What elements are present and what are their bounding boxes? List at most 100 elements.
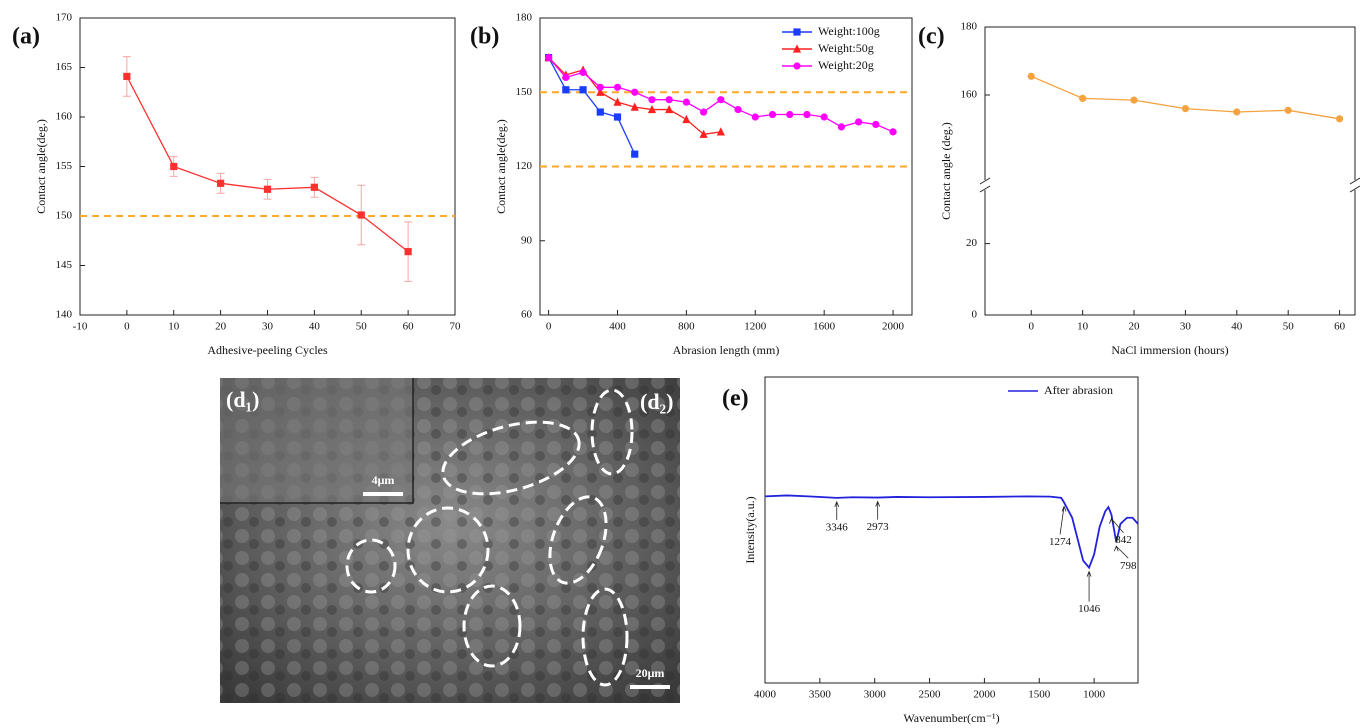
y-tick-label: 180 xyxy=(516,12,533,24)
panel-label: (b) xyxy=(470,24,499,50)
y-tick-label: 155 xyxy=(56,160,73,172)
x-tick-label: 30 xyxy=(1180,321,1192,333)
annotation-arrow xyxy=(834,500,840,520)
marker xyxy=(613,113,622,121)
series-line xyxy=(1030,75,1340,120)
legend-label: After abrasion xyxy=(1044,383,1113,397)
annotation-label: 3346 xyxy=(826,521,849,533)
x-tick-label: 10 xyxy=(1077,321,1089,333)
x-tick-label: 400 xyxy=(609,321,626,333)
y-axis-label: Intensity(a.u.) xyxy=(743,496,757,563)
marker xyxy=(562,86,570,94)
ellipse xyxy=(548,495,608,585)
x-axis-label: Abrasion length (mm) xyxy=(673,343,780,357)
sem-image: (d₁) (d₂) 4μm 20μm xyxy=(220,378,680,703)
highlight-ellipses xyxy=(345,388,634,687)
y-axis-label: Contact angle(deg.) xyxy=(34,119,48,214)
x-axis-label: NaCl immersion (hours) xyxy=(1111,343,1228,357)
ellipse xyxy=(590,388,634,476)
annotation-arrow xyxy=(1059,505,1067,535)
marker xyxy=(562,73,570,81)
x-tick-label: 1600 xyxy=(813,321,836,333)
marker xyxy=(579,68,587,77)
marker xyxy=(263,185,272,193)
annotation-arrow xyxy=(1113,545,1129,559)
marker xyxy=(1335,115,1344,123)
plot-frame xyxy=(984,26,1356,316)
y-tick-label: 160 xyxy=(56,111,73,123)
marker xyxy=(793,62,801,70)
x-tick-label: 40 xyxy=(1231,321,1243,333)
marker xyxy=(820,113,828,121)
annotation-label: 798 xyxy=(1120,560,1137,572)
main-label: (d₂) xyxy=(640,389,673,414)
y-tick-label: 0 xyxy=(972,309,978,321)
y-tick-label: 150 xyxy=(56,210,73,222)
axis-break-mark xyxy=(979,177,991,185)
x-tick-label: 70 xyxy=(450,321,462,333)
marker xyxy=(717,96,725,104)
x-tick-label: 50 xyxy=(356,321,368,333)
marker xyxy=(1027,72,1035,80)
x-tick-label: 2000 xyxy=(973,689,996,701)
ellipse xyxy=(462,584,522,668)
x-tick-label: 40 xyxy=(309,321,321,333)
annotation-arrow xyxy=(1086,570,1092,602)
ellipse xyxy=(581,587,629,687)
x-tick-label: 20 xyxy=(1129,321,1141,333)
marker xyxy=(217,179,225,187)
x-tick-label: 3500 xyxy=(809,689,832,701)
marker xyxy=(803,110,811,119)
marker xyxy=(665,96,673,104)
x-tick-label: 60 xyxy=(403,321,415,333)
panel-label: (e) xyxy=(722,386,749,412)
y-tick-label: 165 xyxy=(56,61,73,73)
marker xyxy=(596,83,604,91)
marker xyxy=(1284,106,1292,114)
marker xyxy=(768,110,777,119)
annotation-label: 1046 xyxy=(1078,603,1101,615)
axis-break-mark xyxy=(1349,185,1361,193)
marker xyxy=(700,108,708,116)
series-line xyxy=(548,57,636,155)
marker xyxy=(310,183,318,191)
ellipse xyxy=(441,420,581,496)
marker xyxy=(792,44,802,53)
inset xyxy=(220,378,413,503)
axis-break-gap xyxy=(1351,180,1359,191)
marker xyxy=(631,88,639,96)
marker xyxy=(596,108,604,116)
marker xyxy=(545,54,553,62)
plot-frame xyxy=(764,376,1139,684)
annotation-arrow xyxy=(875,500,881,520)
x-tick-label: 20 xyxy=(215,321,227,333)
marker xyxy=(1181,105,1190,113)
y-tick-label: 145 xyxy=(56,259,73,271)
marker xyxy=(872,120,880,129)
marker xyxy=(579,86,587,94)
marker xyxy=(613,97,622,106)
marker xyxy=(716,127,725,136)
marker xyxy=(682,114,691,124)
ellipse xyxy=(406,506,490,594)
series-line xyxy=(764,494,1139,570)
annotation-arrow xyxy=(1109,517,1124,533)
y-tick-label: 170 xyxy=(56,12,73,24)
marker xyxy=(682,98,690,106)
marker xyxy=(699,129,708,138)
axis-break-gap xyxy=(981,180,989,191)
y-tick-label: 160 xyxy=(961,89,978,101)
marker xyxy=(734,105,742,114)
x-tick-label: 30 xyxy=(262,321,274,333)
x-tick-label: 60 xyxy=(1334,321,1346,333)
x-tick-label: 0 xyxy=(546,321,552,333)
x-tick-label: 0 xyxy=(1029,321,1035,333)
y-axis-label: Contact angle (deg.) xyxy=(939,122,953,220)
marker xyxy=(123,72,131,81)
legend-label: Weight:20g xyxy=(818,58,874,72)
x-tick-label: -10 xyxy=(73,321,88,333)
series-line xyxy=(126,76,409,253)
y-tick-label: 90 xyxy=(521,234,533,246)
x-tick-label: 50 xyxy=(1283,321,1295,333)
